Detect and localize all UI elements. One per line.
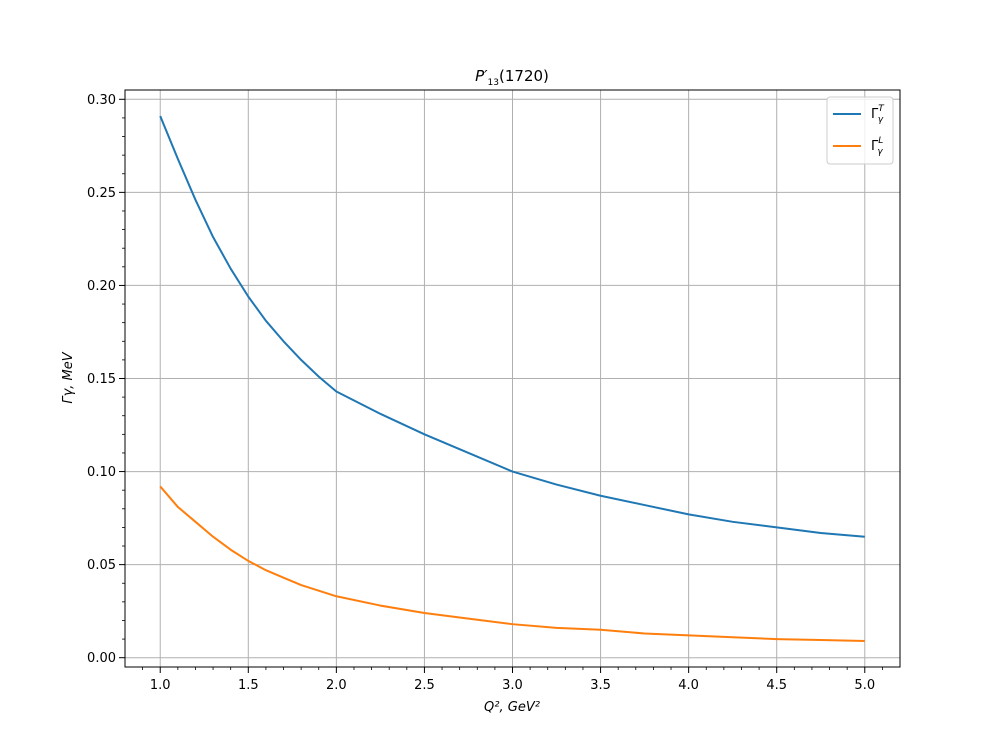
y-tick-label: 0.20 <box>87 279 116 294</box>
y-tick-label: 0.15 <box>87 372 116 387</box>
y-tick-label: 0.25 <box>87 186 116 201</box>
series-line-1 <box>159 485 865 642</box>
chart-title: P′13(1720) <box>475 67 549 88</box>
x-tick-label: 1.5 <box>238 678 259 693</box>
legend-label-t: ΓT γ <box>871 104 885 125</box>
series-line-0 <box>159 115 865 538</box>
y-tick-label: 0.30 <box>87 93 116 108</box>
x-tick-label: 1.0 <box>150 678 171 693</box>
y-tick-label: 0.05 <box>87 558 116 573</box>
ticks: 1.0 1.5 2.0 2.5 3.0 3.5 4.0 4.5 5.0 0.00 0.05 0.10 0… <box>87 93 883 693</box>
x-tick-label: 4.5 <box>766 678 787 693</box>
legend: ΓT γ ΓL γ <box>826 96 894 165</box>
x-axis-label: Q², GeV² <box>484 700 540 715</box>
x-tick-label: 2.5 <box>414 678 435 693</box>
y-axis-label: Γγ, MeV <box>61 351 76 403</box>
y-tick-label: 0.10 <box>87 465 116 480</box>
x-tick-label: 2.0 <box>326 678 347 693</box>
y-tick-label: 0.00 <box>87 651 116 666</box>
x-tick-label: 3.0 <box>502 678 523 693</box>
series-lines <box>159 115 865 642</box>
x-tick-label: 4.0 <box>678 678 699 693</box>
grid <box>125 90 900 667</box>
legend-label-l: ΓL γ <box>871 136 883 157</box>
x-tick-label: 5.0 <box>854 678 875 693</box>
x-tick-label: 3.5 <box>590 678 611 693</box>
